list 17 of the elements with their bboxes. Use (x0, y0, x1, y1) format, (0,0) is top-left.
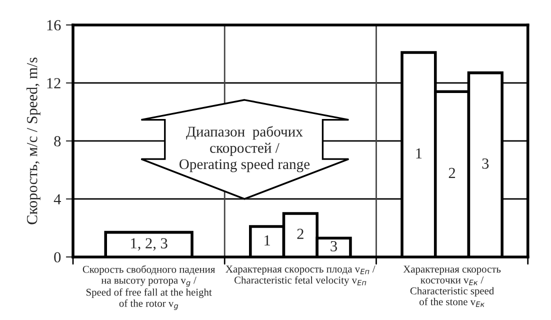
series-label: 1, 2, 3 (131, 238, 168, 251)
y-tick-label: 16 (47, 20, 61, 30)
series-label: 3 (330, 241, 338, 252)
series-label: 1 (264, 235, 270, 246)
series-label: 2 (448, 168, 456, 178)
text: 3 (482, 158, 489, 169)
x-tick-label: Характерная скорость косточки v$_{Ек}$ / Characteristic speed of the stone v$_{Ек}$ (403, 266, 501, 307)
y-tick-label: 4 (54, 194, 61, 204)
text: 1 (416, 148, 422, 158)
text: 2 (297, 228, 304, 239)
category-label: Характерная скорость плода v$_{Еп}$ / Characteristic fetal velocity v$_{Еп}$ (226, 266, 376, 286)
x-tick-label: Скорость свободного падения на высоту ротора v$_{g}$ / Speed of free fall at the height of the rotor v$_{g}$ (82, 265, 216, 310)
annotation: Диапазон рабочих скоростей / Operating speed range (179, 126, 310, 172)
y-tick-label: 8 (54, 136, 61, 146)
y-tick-label: 0 (54, 252, 61, 262)
y-axis-title: Скорость, м/с / Speed, m/s (26, 58, 40, 224)
y-tick-label: 12 (47, 78, 60, 88)
